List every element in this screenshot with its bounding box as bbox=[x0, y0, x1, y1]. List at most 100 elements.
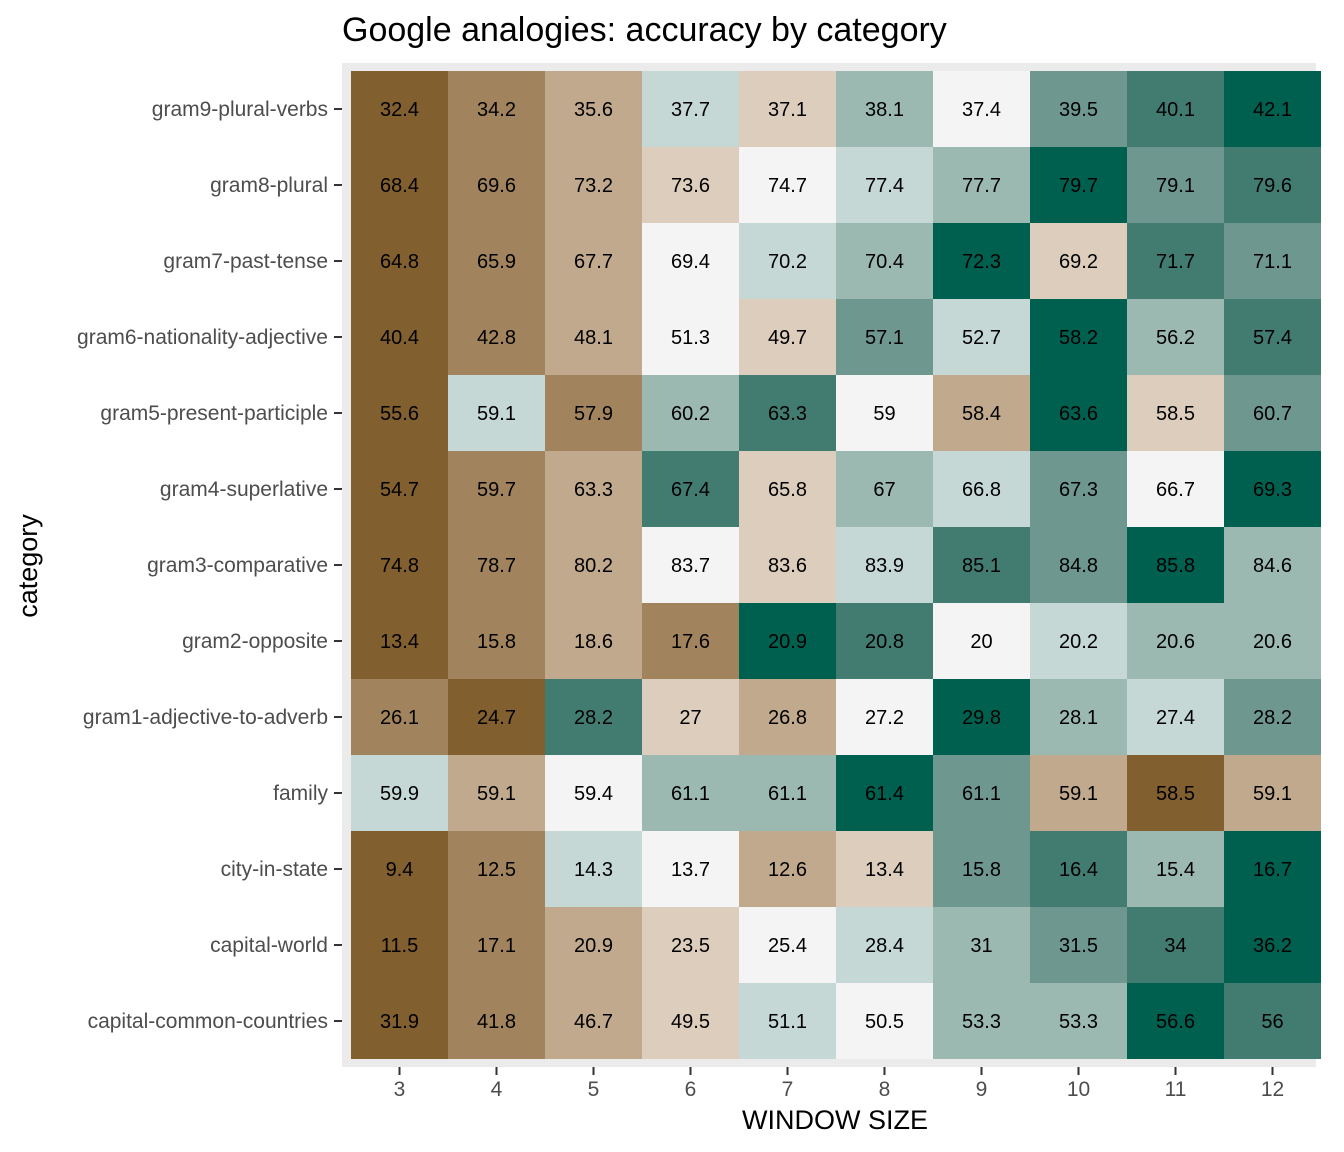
heatmap-cell bbox=[836, 679, 933, 755]
heatmap-cell bbox=[545, 375, 642, 451]
cell-value-label: 12.6 bbox=[768, 859, 807, 881]
heatmap-cell bbox=[1030, 299, 1127, 375]
cell-value-label: 61.1 bbox=[962, 783, 1001, 805]
heatmap-cell bbox=[1030, 527, 1127, 603]
heatmap-cell bbox=[1127, 679, 1224, 755]
heatmap-cell bbox=[1224, 375, 1321, 451]
cell-value-label: 59.1 bbox=[477, 783, 516, 805]
heatmap-cell bbox=[1224, 299, 1321, 375]
heatmap-cell bbox=[836, 223, 933, 299]
heatmap-cell bbox=[448, 831, 545, 907]
x-tick-label: 7 bbox=[782, 1078, 794, 1101]
heatmap-cell bbox=[642, 375, 739, 451]
x-tick-label: 12 bbox=[1261, 1078, 1284, 1101]
cell-value-label: 16.4 bbox=[1059, 859, 1098, 881]
heatmap-cell bbox=[933, 527, 1030, 603]
cell-value-label: 79.1 bbox=[1156, 175, 1195, 197]
heatmap-cell bbox=[545, 831, 642, 907]
cell-value-label: 84.8 bbox=[1059, 555, 1098, 577]
cell-value-label: 37.7 bbox=[671, 99, 710, 121]
cell-value-label: 23.5 bbox=[671, 935, 710, 957]
y-tick-label: gram2-opposite bbox=[182, 630, 328, 653]
heatmap-cell bbox=[933, 831, 1030, 907]
y-tick-label: family bbox=[273, 782, 328, 805]
heatmap-cell bbox=[545, 679, 642, 755]
heatmap-cell bbox=[351, 71, 448, 147]
heatmap-cell bbox=[1030, 755, 1127, 831]
cell-value-label: 28.2 bbox=[574, 707, 613, 729]
cell-value-label: 80.2 bbox=[574, 555, 613, 577]
heatmap-cell bbox=[545, 755, 642, 831]
heatmap-cell bbox=[1127, 831, 1224, 907]
cell-value-label: 57.9 bbox=[574, 403, 613, 425]
cell-value-label: 58.2 bbox=[1059, 327, 1098, 349]
cell-value-label: 78.7 bbox=[477, 555, 516, 577]
heatmap-cell bbox=[739, 71, 836, 147]
heatmap-cell bbox=[1224, 223, 1321, 299]
cell-value-label: 13.4 bbox=[865, 859, 904, 881]
heatmap-cell bbox=[351, 603, 448, 679]
heatmap-cell bbox=[1030, 983, 1127, 1059]
cell-value-label: 40.1 bbox=[1156, 99, 1195, 121]
heatmap-cell bbox=[933, 755, 1030, 831]
cell-value-label: 16.7 bbox=[1253, 859, 1292, 881]
cell-value-label: 74.7 bbox=[768, 175, 807, 197]
heatmap-cell bbox=[1224, 983, 1321, 1059]
heatmap-cell bbox=[739, 983, 836, 1059]
heatmap-cell bbox=[1127, 375, 1224, 451]
cell-value-label: 83.9 bbox=[865, 555, 904, 577]
cell-value-label: 34 bbox=[1164, 935, 1186, 957]
heatmap-cell bbox=[545, 983, 642, 1059]
heatmap-cell bbox=[1030, 223, 1127, 299]
cell-value-label: 31.5 bbox=[1059, 935, 1098, 957]
y-tick-label: gram5-present-participle bbox=[100, 402, 328, 425]
heatmap-cell bbox=[1224, 71, 1321, 147]
cell-value-label: 53.3 bbox=[1059, 1011, 1098, 1033]
heatmap-cell bbox=[351, 375, 448, 451]
cell-value-label: 25.4 bbox=[768, 935, 807, 957]
heatmap-cell bbox=[642, 831, 739, 907]
cell-value-label: 67.3 bbox=[1059, 479, 1098, 501]
cell-value-label: 65.9 bbox=[477, 251, 516, 273]
heatmap-cell bbox=[933, 147, 1030, 223]
heatmap-cell bbox=[448, 451, 545, 527]
heatmap-cells bbox=[351, 71, 1321, 1059]
cell-value-label: 70.2 bbox=[768, 251, 807, 273]
heatmap-cell bbox=[933, 223, 1030, 299]
cell-value-label: 59.1 bbox=[1253, 783, 1292, 805]
cell-value-label: 63.3 bbox=[768, 403, 807, 425]
heatmap-cell bbox=[448, 71, 545, 147]
cell-value-label: 13.7 bbox=[671, 859, 710, 881]
cell-value-label: 42.8 bbox=[477, 327, 516, 349]
cell-value-label: 46.7 bbox=[574, 1011, 613, 1033]
cell-value-label: 41.8 bbox=[477, 1011, 516, 1033]
cell-value-label: 18.6 bbox=[574, 631, 613, 653]
heatmap-cell bbox=[642, 679, 739, 755]
heatmap-cell bbox=[351, 983, 448, 1059]
cell-value-label: 28.4 bbox=[865, 935, 904, 957]
heatmap-cell bbox=[1224, 679, 1321, 755]
cell-value-label: 38.1 bbox=[865, 99, 904, 121]
heatmap-cell bbox=[545, 71, 642, 147]
cell-value-label: 83.6 bbox=[768, 555, 807, 577]
heatmap-cell bbox=[739, 679, 836, 755]
heatmap-cell bbox=[1224, 907, 1321, 983]
heatmap-cell bbox=[836, 527, 933, 603]
heatmap-cell bbox=[448, 375, 545, 451]
cell-value-label: 51.1 bbox=[768, 1011, 807, 1033]
heatmap-cell bbox=[739, 831, 836, 907]
cell-value-label: 35.6 bbox=[574, 99, 613, 121]
cell-value-label: 13.4 bbox=[380, 631, 419, 653]
heatmap-cell bbox=[739, 527, 836, 603]
heatmap-cell bbox=[933, 375, 1030, 451]
cell-value-label: 58.4 bbox=[962, 403, 1001, 425]
heatmap-cell bbox=[642, 527, 739, 603]
cell-value-label: 60.2 bbox=[671, 403, 710, 425]
cell-value-label: 73.6 bbox=[671, 175, 710, 197]
cell-value-label: 20 bbox=[970, 631, 992, 653]
cell-value-label: 70.4 bbox=[865, 251, 904, 273]
cell-value-label: 79.6 bbox=[1253, 175, 1292, 197]
cell-value-label: 39.5 bbox=[1059, 99, 1098, 121]
heatmap-cell bbox=[739, 147, 836, 223]
